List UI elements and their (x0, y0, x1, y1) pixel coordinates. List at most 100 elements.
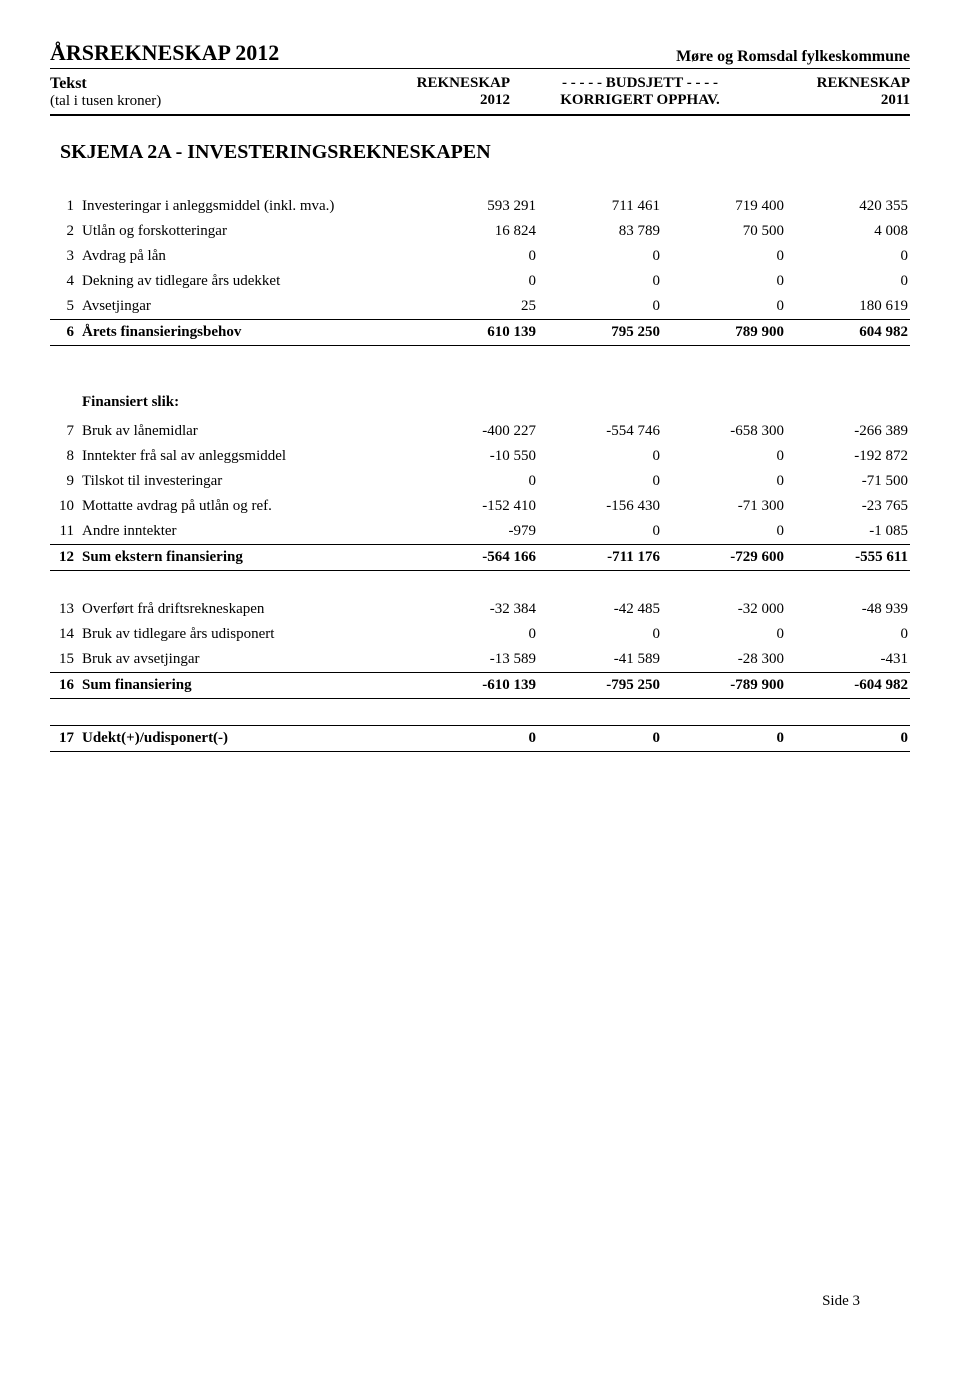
cell-value: -152 410 (414, 494, 538, 519)
cell-value: 0 (538, 519, 662, 545)
row-label: Sum finansiering (80, 673, 414, 699)
cell-value: 0 (538, 622, 662, 647)
row-number: 9 (50, 469, 80, 494)
table-row: 2Utlån og forskotteringar16 82483 78970 … (50, 219, 910, 244)
cell-value: -48 939 (786, 597, 910, 622)
org-name: Møre og Romsdal fylkeskommune (676, 48, 910, 66)
row-label: Årets finansieringsbehov (80, 320, 414, 346)
units-label: (tal i tusen kroner) (50, 93, 370, 110)
cell-value: -554 746 (538, 419, 662, 444)
table-row: 17Udekt(+)/udisponert(-)0000 (50, 726, 910, 752)
cell-value: -795 250 (538, 673, 662, 699)
cell-value: 0 (662, 444, 786, 469)
col-header-budsjett: - - - - - BUDSJETT - - - - KORRIGERT OPP… (510, 75, 770, 110)
cell-value: -711 176 (538, 545, 662, 571)
row-label: Investeringar i anleggsmiddel (inkl. mva… (80, 194, 414, 219)
cell-value: -729 600 (662, 545, 786, 571)
row-number: 13 (50, 597, 80, 622)
row-number: 1 (50, 194, 80, 219)
cell-value: -789 900 (662, 673, 786, 699)
cell-value: 0 (786, 622, 910, 647)
cell-value: -32 000 (662, 597, 786, 622)
cell-value: -42 485 (538, 597, 662, 622)
table-row: 13Overført frå driftsrekneskapen-32 384-… (50, 597, 910, 622)
cell-value: -979 (414, 519, 538, 545)
financial-table: 1Investeringar i anleggsmiddel (inkl. mv… (50, 194, 910, 752)
cell-value: 0 (662, 269, 786, 294)
cell-value: 16 824 (414, 219, 538, 244)
cell-value: 83 789 (538, 219, 662, 244)
cell-value: 0 (538, 726, 662, 752)
cell-value: 0 (786, 269, 910, 294)
row-number: 11 (50, 519, 80, 545)
row-label: Tilskot til investeringar (80, 469, 414, 494)
row-number: 17 (50, 726, 80, 752)
row-number: 6 (50, 320, 80, 346)
row-number: 3 (50, 244, 80, 269)
cell-value: 4 008 (786, 219, 910, 244)
table-row: 9Tilskot til investeringar000-71 500 (50, 469, 910, 494)
row-number: 15 (50, 647, 80, 673)
row-label: Sum ekstern finansiering (80, 545, 414, 571)
row-label: Andre inntekter (80, 519, 414, 545)
cell-value: -1 085 (786, 519, 910, 545)
table-row: 4Dekning av tidlegare års udekket0000 (50, 269, 910, 294)
sub-header-label: Finansiert slik: (80, 374, 910, 419)
table-row: 6Årets finansieringsbehov610 139795 2507… (50, 320, 910, 346)
cell-value: -28 300 (662, 647, 786, 673)
table-row: 12Sum ekstern finansiering-564 166-711 1… (50, 545, 910, 571)
row-label: Overført frå driftsrekneskapen (80, 597, 414, 622)
cell-value: -658 300 (662, 419, 786, 444)
cell-value: 610 139 (414, 320, 538, 346)
cell-value: 711 461 (538, 194, 662, 219)
cell-value: -192 872 (786, 444, 910, 469)
cell-value: -400 227 (414, 419, 538, 444)
col-header-rekneskap-2011: REKNESKAP 2011 (770, 75, 910, 110)
cell-value: 0 (538, 469, 662, 494)
cell-value: 0 (538, 269, 662, 294)
row-number: 7 (50, 419, 80, 444)
table-row: 15Bruk av avsetjingar-13 589-41 589-28 3… (50, 647, 910, 673)
cell-value: 593 291 (414, 194, 538, 219)
cell-value: 719 400 (662, 194, 786, 219)
cell-value: 0 (662, 519, 786, 545)
tekst-label: Tekst (50, 75, 370, 93)
col-header-left: Tekst (tal i tusen kroner) (50, 75, 370, 110)
cell-value: 0 (538, 244, 662, 269)
cell-value: -564 166 (414, 545, 538, 571)
table-row: 14Bruk av tidlegare års udisponert0000 (50, 622, 910, 647)
cell-value: -156 430 (538, 494, 662, 519)
cell-value: -610 139 (414, 673, 538, 699)
cell-value: 0 (786, 726, 910, 752)
header-top: ÅRSREKNESKAP 2012 Møre og Romsdal fylkes… (50, 40, 910, 69)
row-label: Bruk av tidlegare års udisponert (80, 622, 414, 647)
table-row: 8Inntekter frå sal av anleggsmiddel-10 5… (50, 444, 910, 469)
table-row: 11Andre inntekter-97900-1 085 (50, 519, 910, 545)
table-row: 16Sum finansiering-610 139-795 250-789 9… (50, 673, 910, 699)
cell-value: 180 619 (786, 294, 910, 320)
cell-value: 0 (538, 444, 662, 469)
cell-value: -41 589 (538, 647, 662, 673)
cell-value: 604 982 (786, 320, 910, 346)
cell-value: 0 (414, 469, 538, 494)
cell-value: -10 550 (414, 444, 538, 469)
cell-value: 420 355 (786, 194, 910, 219)
cell-value: 795 250 (538, 320, 662, 346)
row-label: Dekning av tidlegare års udekket (80, 269, 414, 294)
cell-value: 0 (662, 726, 786, 752)
cell-value: -23 765 (786, 494, 910, 519)
row-number: 2 (50, 219, 80, 244)
row-number: 16 (50, 673, 80, 699)
table-row: 3Avdrag på lån0000 (50, 244, 910, 269)
cell-value: 0 (786, 244, 910, 269)
cell-value: -431 (786, 647, 910, 673)
row-label: Avdrag på lån (80, 244, 414, 269)
cell-value: 0 (662, 294, 786, 320)
cell-value: 0 (414, 244, 538, 269)
cell-value: -604 982 (786, 673, 910, 699)
cell-value: 0 (414, 622, 538, 647)
cell-value: 789 900 (662, 320, 786, 346)
cell-value: -266 389 (786, 419, 910, 444)
row-number: 4 (50, 269, 80, 294)
cell-value: 70 500 (662, 219, 786, 244)
